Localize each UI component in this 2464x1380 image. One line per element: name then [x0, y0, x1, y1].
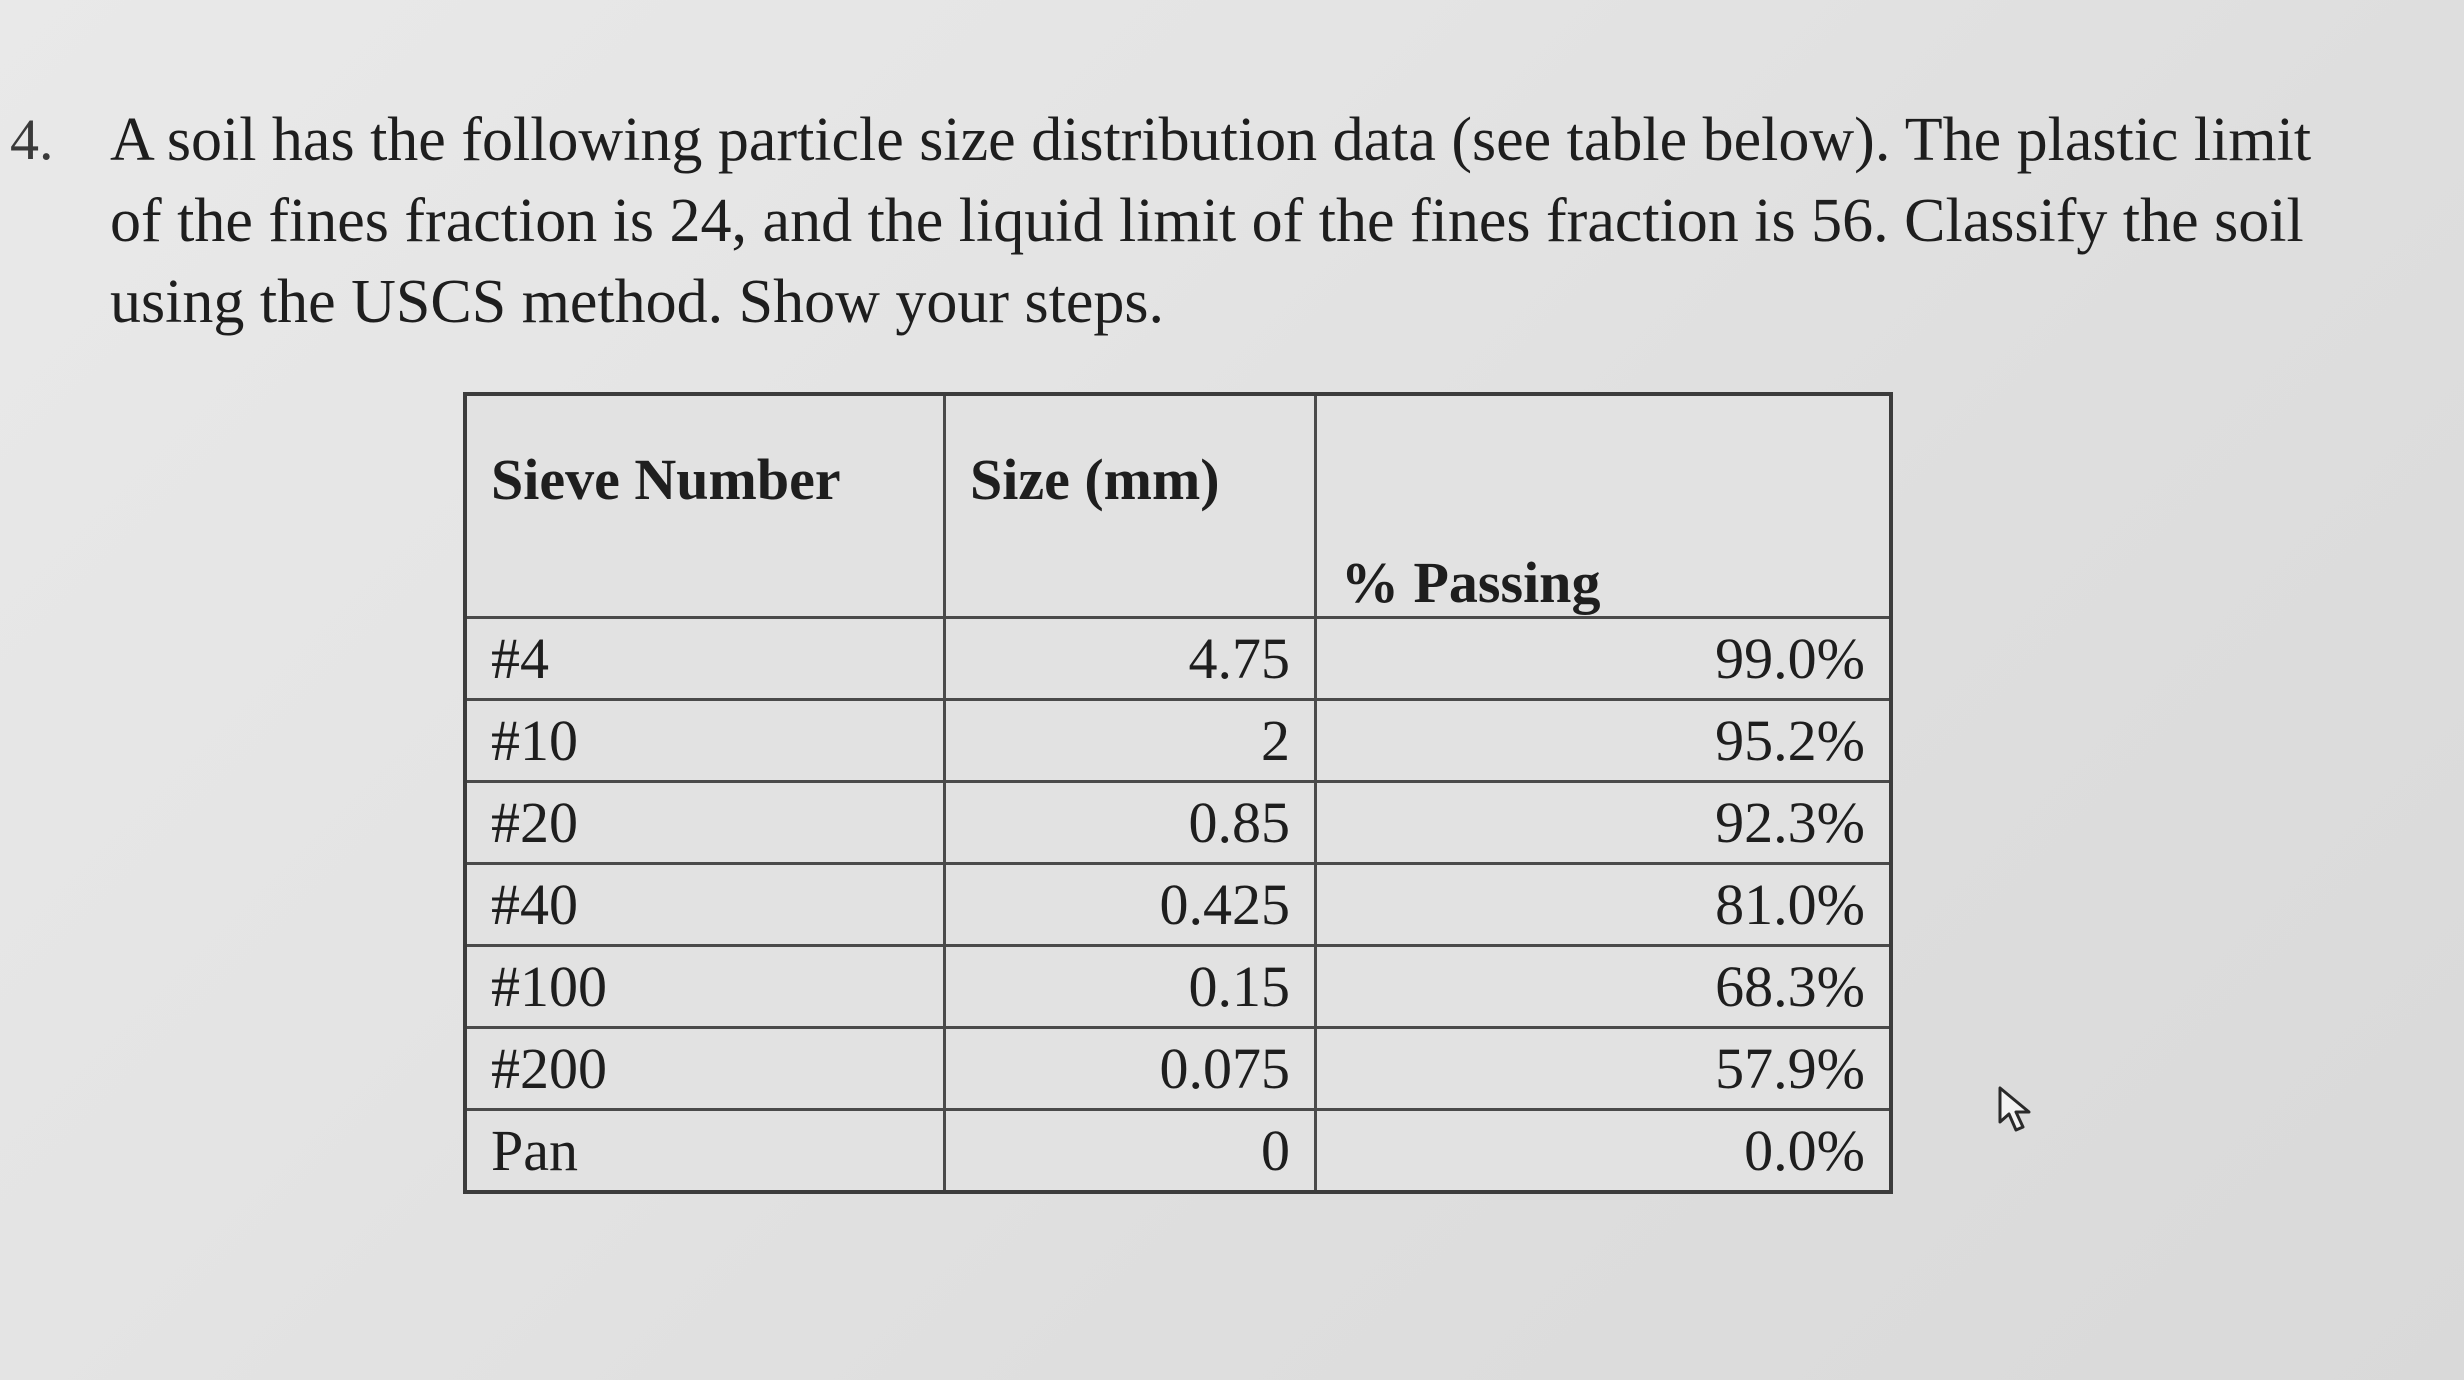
table-row: #100 0.15 68.3%: [463, 944, 1893, 1029]
table-row: #10 2 95.2%: [463, 698, 1893, 783]
table-row: #40 0.425 81.0%: [463, 862, 1893, 947]
cell-sieve-number: #100: [463, 944, 946, 1029]
cell-percent-passing: 57.9%: [1314, 1026, 1893, 1111]
question-number: 4.: [10, 107, 54, 172]
table-row: #4 4.75 99.0%: [463, 616, 1893, 701]
question-text: A soil has the following particle size d…: [110, 100, 2440, 343]
cell-size-mm: 0.075: [943, 1026, 1317, 1111]
cell-percent-passing: 95.2%: [1314, 698, 1893, 783]
cell-percent-passing: 81.0%: [1314, 862, 1893, 947]
question-line: of the fines fraction is 24, and the liq…: [110, 187, 2304, 255]
question-line: using the USCS method. Show your steps.: [110, 268, 1165, 336]
header-percent-passing: % Passing: [1314, 392, 1893, 619]
cell-sieve-number: #40: [463, 862, 946, 947]
cell-percent-passing: 0.0%: [1314, 1108, 1893, 1194]
mouse-pointer-icon: [1998, 1086, 2031, 1132]
cell-percent-passing: 99.0%: [1314, 616, 1893, 701]
table-header-row: Sieve Number Size (mm) % Passing: [463, 392, 1893, 619]
table-row: Pan 0 0.0%: [463, 1108, 1893, 1194]
cell-size-mm: 4.75: [943, 616, 1317, 701]
cell-size-mm: 0.425: [943, 862, 1317, 947]
table-row: #20 0.85 92.3%: [463, 780, 1893, 865]
cell-sieve-number: Pan: [463, 1108, 946, 1194]
cell-sieve-number: #20: [463, 780, 946, 865]
cell-size-mm: 2: [943, 698, 1317, 783]
cell-sieve-number: #200: [463, 1026, 946, 1111]
question-line: A soil has the following particle size d…: [110, 106, 2312, 174]
cell-sieve-number: #4: [463, 616, 946, 701]
cell-size-mm: 0: [943, 1108, 1317, 1194]
header-size-mm: Size (mm): [943, 392, 1317, 619]
header-sieve-number: Sieve Number: [463, 392, 946, 619]
cell-percent-passing: 92.3%: [1314, 780, 1893, 865]
sieve-analysis-table: Sieve Number Size (mm) % Passing #4 4.75…: [463, 392, 1893, 1194]
cell-sieve-number: #10: [463, 698, 946, 783]
cell-size-mm: 0.85: [943, 780, 1317, 865]
table-row: #200 0.075 57.9%: [463, 1026, 1893, 1111]
cell-size-mm: 0.15: [943, 944, 1317, 1029]
cell-percent-passing: 68.3%: [1314, 944, 1893, 1029]
